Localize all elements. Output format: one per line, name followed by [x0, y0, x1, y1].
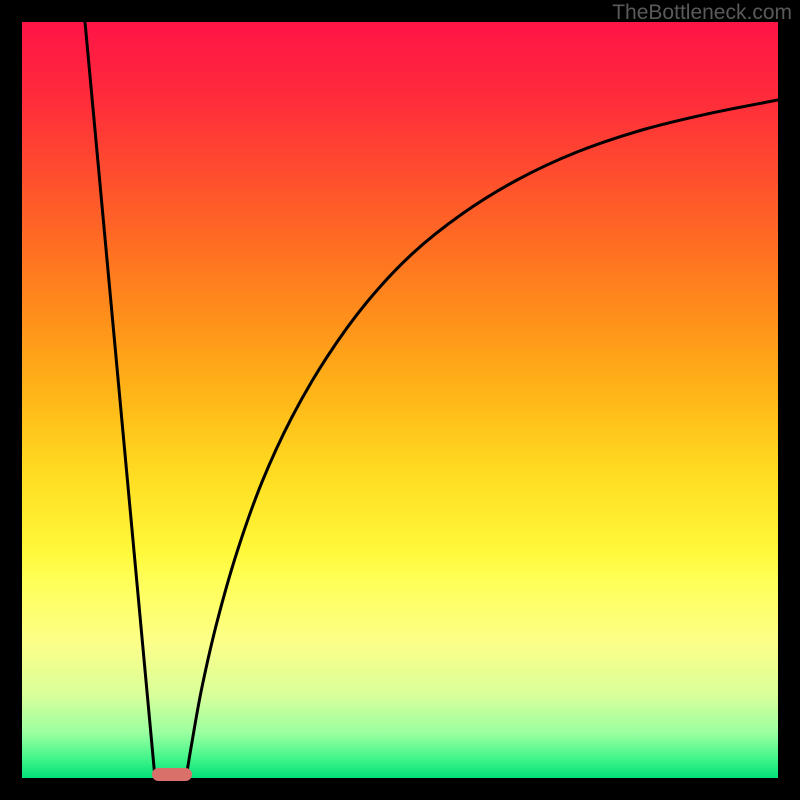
watermark-text: TheBottleneck.com: [612, 1, 792, 25]
chart-curves: [22, 22, 778, 778]
plot-area: [22, 22, 778, 778]
curve-left-line: [85, 22, 155, 778]
bottom-marker: [152, 768, 192, 781]
curve-right-curve: [186, 100, 778, 778]
